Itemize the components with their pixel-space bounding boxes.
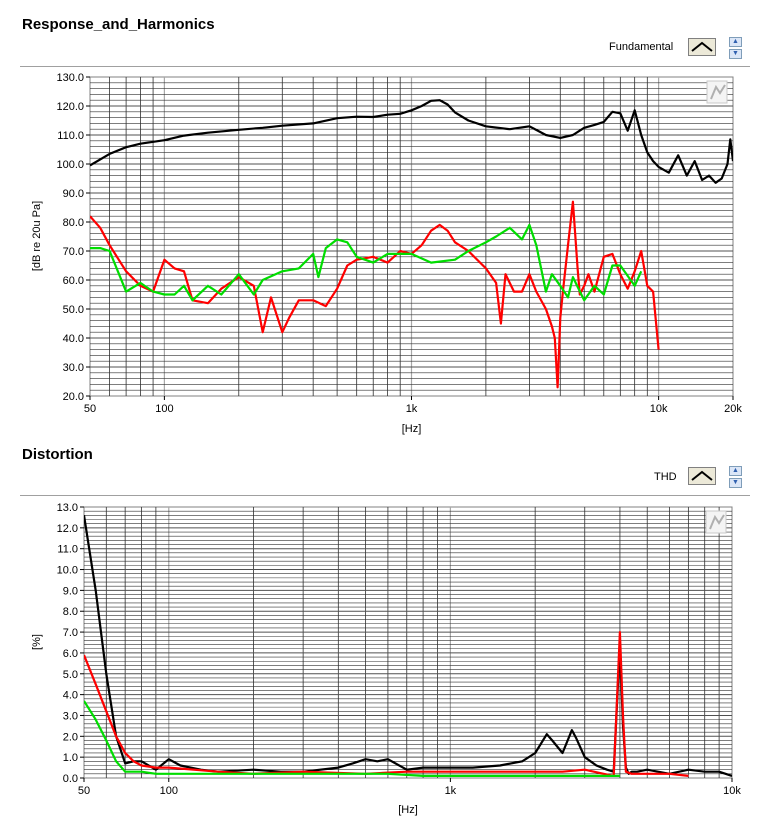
y-tick-label: 6.0 — [63, 648, 78, 660]
y-tick-label: 100.0 — [56, 159, 84, 171]
plot-tools-icon — [706, 80, 728, 104]
up-arrow-icon[interactable]: ▲ — [729, 466, 742, 476]
y-tick-label: 130.0 — [56, 72, 84, 84]
grid — [90, 77, 733, 396]
y-tick-label: 90.0 — [63, 188, 84, 200]
y-tick-label: 2.0 — [63, 731, 78, 743]
down-arrow-icon[interactable]: ▼ — [729, 478, 742, 488]
legend-label: THD — [654, 471, 677, 483]
plot-area — [83, 506, 733, 779]
y-tick-label: 0.0 — [63, 773, 78, 785]
x-tick-label: 1k — [406, 403, 418, 415]
y-tick-label: 120.0 — [56, 101, 84, 113]
y-tick-label: 3.0 — [63, 710, 78, 722]
line-style-button[interactable] — [688, 467, 716, 485]
response-chart[interactable]: 20.0 30.0 40.0 50.0 60.0 70.0 80.0 90.0 100.0 110… — [0, 60, 765, 440]
y-tick-label: 110.0 — [57, 130, 84, 142]
line-style-icon — [691, 470, 713, 481]
down-arrow-icon[interactable]: ▼ — [729, 49, 742, 59]
x-tick-label: 1k — [445, 785, 457, 797]
x-axis-label: [Hz] — [398, 804, 418, 816]
y-tick-label: 30.0 — [63, 362, 84, 374]
plot-tools-icon — [705, 510, 727, 534]
x-tick-label: 10k — [650, 403, 668, 415]
x-tick-label: 10k — [723, 785, 741, 797]
line-style-button[interactable] — [688, 38, 716, 56]
y-tick-label: 9.0 — [63, 585, 78, 597]
y-tick-label: 13.0 — [57, 502, 78, 514]
y-axis-label: [dB re 20u Pa] — [31, 201, 43, 271]
x-tick-label: 100 — [155, 403, 173, 415]
y-tick-label: 20.0 — [63, 391, 84, 403]
y-tick-label: 40.0 — [63, 333, 84, 345]
y-axis-label: [%] — [31, 634, 43, 650]
divider — [20, 495, 750, 496]
x-axis-label: [Hz] — [402, 423, 422, 435]
y-tick-label: 10.0 — [57, 565, 78, 577]
y-tick-label: 70.0 — [63, 246, 84, 258]
x-tick-label: 50 — [84, 403, 96, 415]
series-line-1 — [84, 631, 689, 777]
line-style-icon — [691, 41, 713, 52]
y-tick-label: 50.0 — [63, 304, 84, 316]
series-line-2 — [90, 223, 643, 302]
x-tick-label: 50 — [78, 785, 90, 797]
y-tick-label: 8.0 — [63, 606, 78, 618]
chart-title: Distortion — [22, 446, 93, 463]
plot-selector-spinner[interactable]: ▲ ▼ — [729, 37, 742, 59]
y-tick-label: 1.0 — [63, 752, 78, 764]
y-tick-label: 5.0 — [63, 669, 78, 681]
divider — [20, 66, 750, 67]
y-tick-label: 60.0 — [63, 275, 84, 287]
up-arrow-icon[interactable]: ▲ — [729, 37, 742, 47]
y-tick-label: 4.0 — [63, 690, 78, 702]
series-group — [84, 515, 732, 777]
x-tick-label: 20k — [724, 403, 742, 415]
legend-label: Fundamental — [609, 41, 674, 53]
plot-selector-spinner[interactable]: ▲ ▼ — [729, 466, 742, 488]
series-line-0 — [90, 99, 733, 184]
y-tick-label: 7.0 — [63, 627, 78, 639]
y-tick-label: 80.0 — [63, 217, 84, 229]
chart-title: Response_and_Harmonics — [22, 16, 215, 33]
y-tick-label: 11.0 — [57, 544, 78, 556]
y-tick-label: 12.0 — [57, 523, 78, 535]
series-line-1 — [90, 200, 660, 389]
series-line-2 — [84, 700, 620, 777]
x-tick-label: 100 — [160, 785, 178, 797]
series-group — [90, 99, 733, 389]
distortion-chart[interactable]: 0.0 1.0 2.0 3.0 4.0 5.0 6.0 7.0 8.0 9.0 10.0 11.0 12… — [0, 495, 765, 833]
